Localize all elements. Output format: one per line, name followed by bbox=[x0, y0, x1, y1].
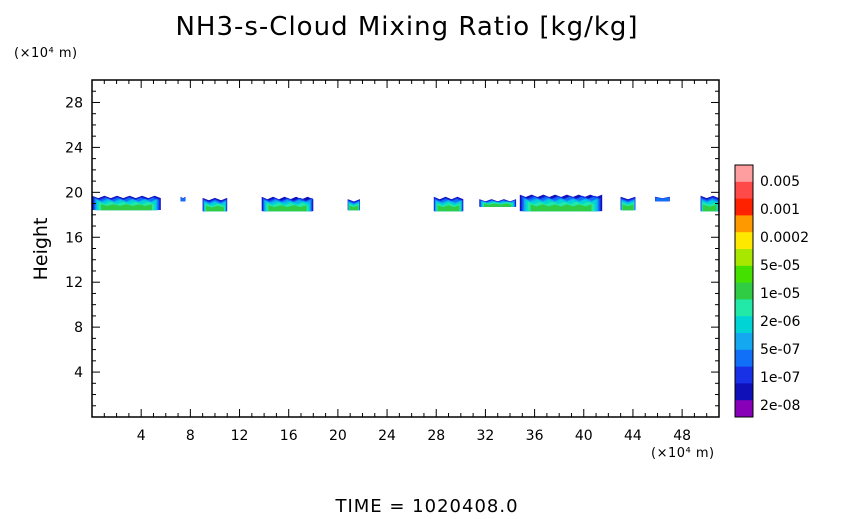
time-label: TIME = 1020408.0 bbox=[335, 496, 519, 517]
cloud-layer bbox=[205, 205, 224, 212]
colorbar-swatch bbox=[735, 282, 753, 300]
colorbar-label: 2e-08 bbox=[760, 398, 800, 414]
colorbar-frame bbox=[734, 164, 754, 418]
chart-title: NH3-s-Cloud Mixing Ratio [kg/kg] bbox=[175, 12, 639, 42]
colorbar-swatch bbox=[735, 349, 753, 368]
x-tick-label: 20 bbox=[329, 428, 347, 444]
cloud-layer bbox=[530, 204, 592, 212]
cloud-region bbox=[519, 194, 603, 212]
cloud-layer bbox=[622, 204, 634, 211]
cloud-region bbox=[700, 195, 719, 212]
colorbar-label: 2e-06 bbox=[760, 314, 800, 330]
cloud-layer bbox=[349, 205, 359, 211]
colorbar-swatch bbox=[735, 316, 753, 334]
cloud-layer bbox=[268, 205, 307, 212]
x-tick-label: 8 bbox=[186, 428, 195, 444]
cloud-region bbox=[347, 199, 360, 211]
cloud-layer bbox=[101, 204, 152, 211]
colorbar-swatch bbox=[735, 181, 753, 200]
plot-frame bbox=[91, 79, 720, 418]
cloud-layer bbox=[437, 205, 460, 212]
cloud-region bbox=[180, 196, 186, 202]
x-tick-label: 44 bbox=[624, 428, 642, 444]
y-tick-label: 24 bbox=[65, 140, 83, 156]
cloud-regions bbox=[92, 194, 719, 212]
colorbar-swatch bbox=[735, 366, 753, 384]
cloud-layer bbox=[655, 197, 670, 202]
cloud-region bbox=[202, 197, 228, 212]
cloud-layer bbox=[180, 197, 186, 202]
colorbar-label: 5e-07 bbox=[760, 342, 800, 358]
y-tick-label: 8 bbox=[74, 320, 83, 336]
cloud-region bbox=[620, 196, 636, 211]
colorbar-swatch bbox=[735, 215, 753, 233]
y-tick-label: 28 bbox=[65, 95, 83, 111]
colorbar-swatch bbox=[735, 383, 753, 401]
cloud-region bbox=[261, 196, 314, 212]
colorbar-label: 0.005 bbox=[760, 174, 800, 190]
y-tick-labels: 4 8 12 16 20 24 28 bbox=[65, 95, 83, 381]
cloud-layer bbox=[703, 204, 717, 212]
colorbar-label: 5e-05 bbox=[760, 258, 800, 274]
colorbar-label: 1e-07 bbox=[760, 370, 800, 386]
x-tick-label: 12 bbox=[231, 428, 249, 444]
x-tick-label: 48 bbox=[673, 428, 691, 444]
colorbar-label: 0.0002 bbox=[760, 230, 809, 246]
colorbar-swatch bbox=[735, 165, 753, 183]
colorbar-swatch bbox=[735, 400, 753, 418]
colorbar-swatch bbox=[735, 299, 753, 317]
x-tick-label: 40 bbox=[575, 428, 593, 444]
y-tick-label: 16 bbox=[65, 230, 83, 246]
cloud-region bbox=[479, 199, 517, 207]
x-tick-labels: 4 8 12 16 20 24 28 32 36 40 44 48 bbox=[137, 428, 691, 444]
y-unit-label: (×10⁴ m) bbox=[14, 46, 78, 61]
cloud-layer bbox=[484, 203, 512, 207]
colorbar-label: 0.001 bbox=[760, 202, 800, 218]
axis-ticks bbox=[92, 80, 719, 417]
colorbar-swatch bbox=[735, 265, 753, 284]
x-tick-label: 16 bbox=[280, 428, 298, 444]
x-tick-label: 28 bbox=[427, 428, 445, 444]
cloud-region bbox=[433, 196, 464, 212]
colorbar-swatch bbox=[735, 333, 753, 351]
x-tick-label: 32 bbox=[476, 428, 494, 444]
cloud-region bbox=[92, 195, 161, 211]
colorbar-swatch bbox=[735, 198, 753, 216]
colorbar-label: 1e-05 bbox=[760, 286, 800, 302]
x-tick-label: 4 bbox=[137, 428, 146, 444]
y-axis-label: Height bbox=[30, 218, 52, 281]
y-tick-label: 12 bbox=[65, 275, 83, 291]
x-unit-label: (×10⁴ m) bbox=[651, 446, 715, 461]
y-tick-label: 20 bbox=[65, 185, 83, 201]
cloud-region bbox=[655, 196, 670, 202]
x-tick-label: 24 bbox=[378, 428, 396, 444]
y-tick-label: 4 bbox=[74, 365, 83, 381]
colorbar: 0.005 0.001 0.0002 5e-05 1e-05 2e-06 5e-07 1e-0… bbox=[734, 164, 809, 418]
colorbar-swatch bbox=[735, 232, 753, 250]
colorbar-swatch bbox=[735, 249, 753, 267]
x-tick-label: 36 bbox=[526, 428, 544, 444]
